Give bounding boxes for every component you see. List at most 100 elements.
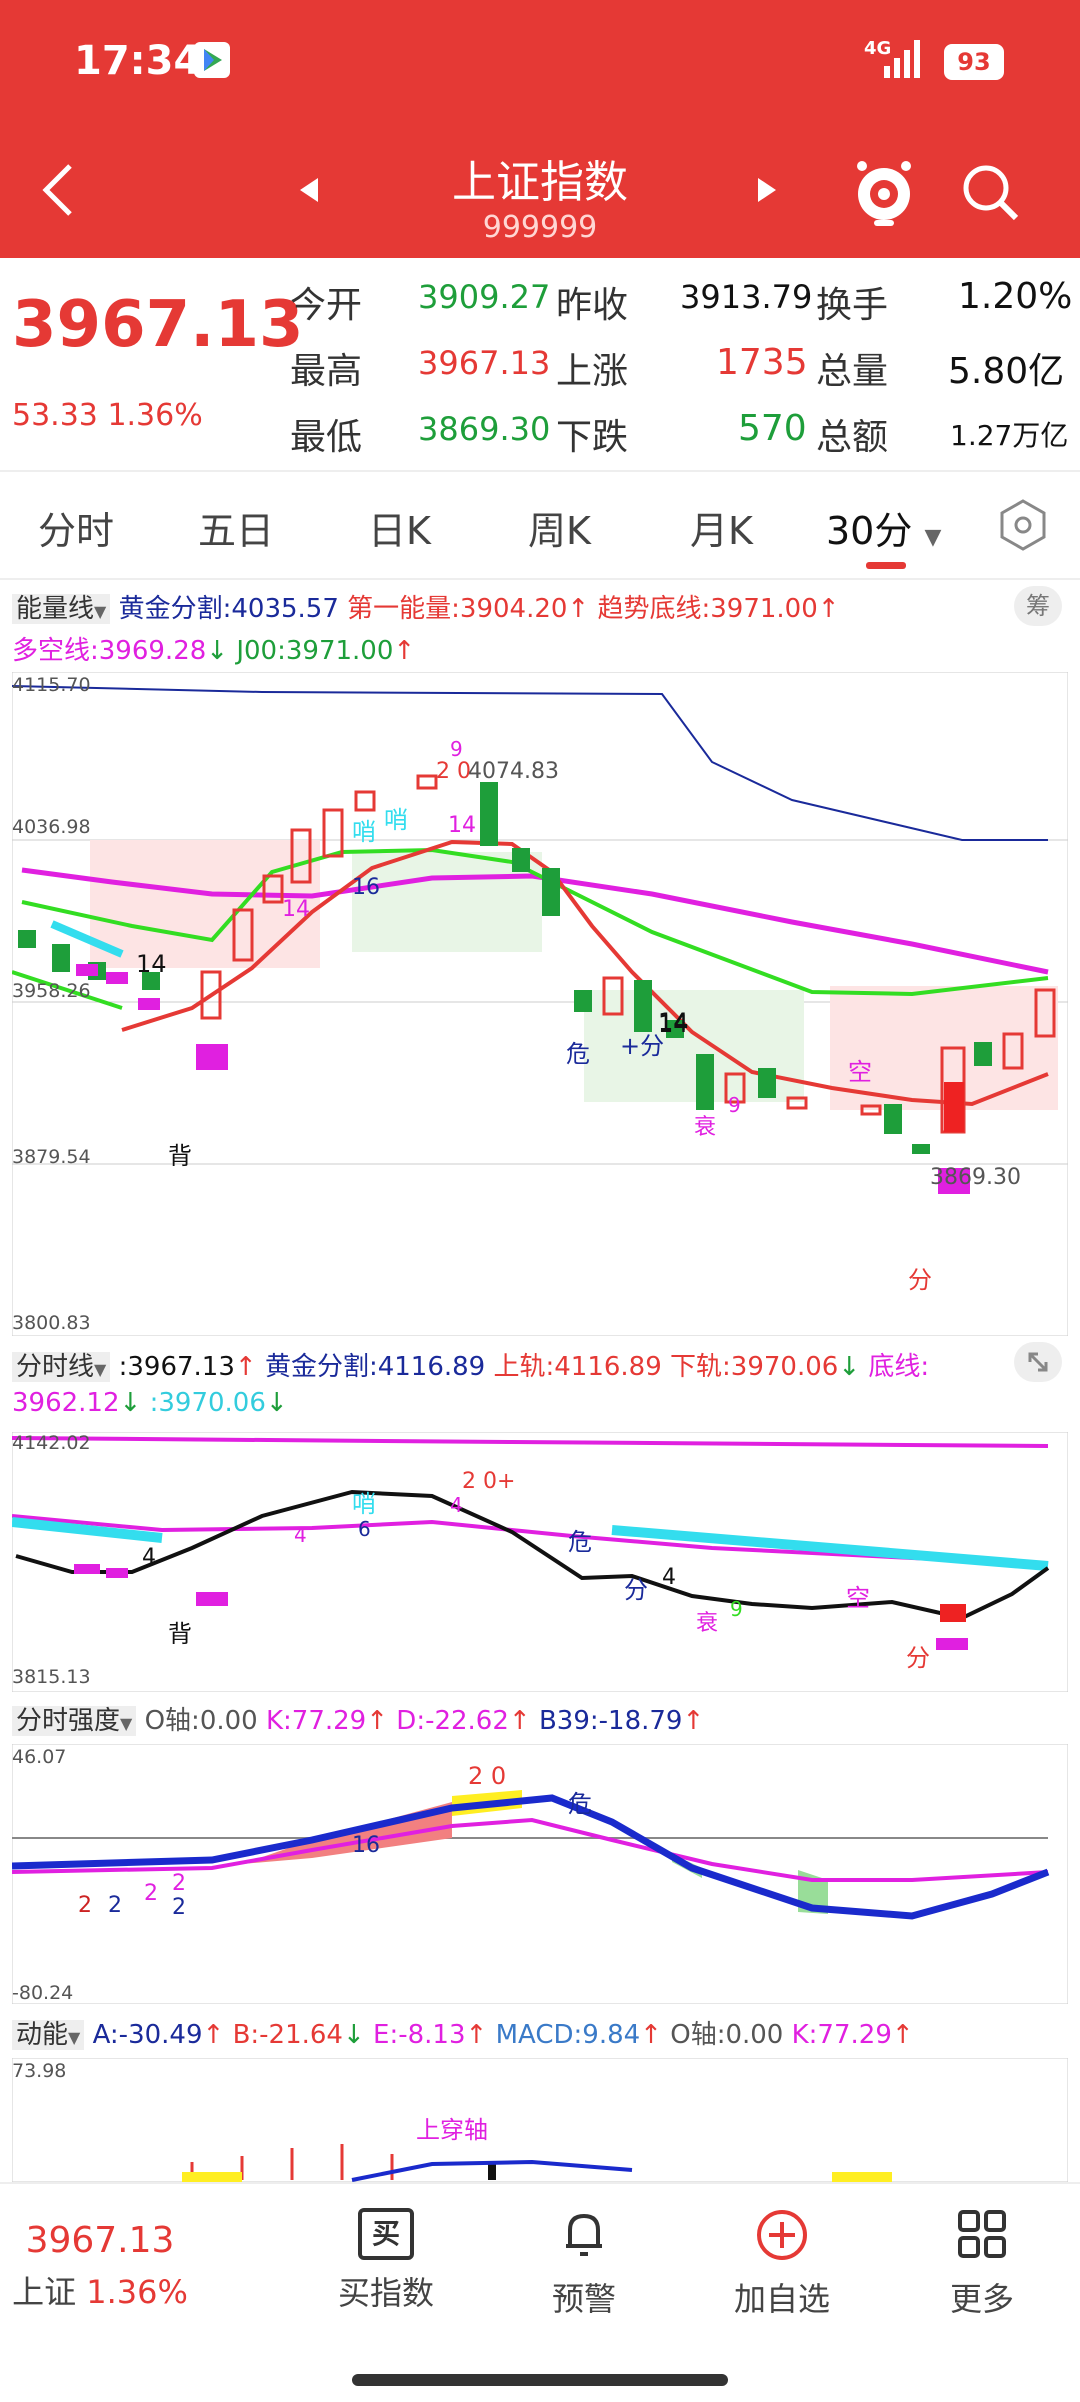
last-price: 3967.13 bbox=[12, 288, 304, 362]
price-change: 53.33 1.36% bbox=[12, 398, 203, 433]
p3-b39-value: B39:-18.79↑ bbox=[538, 1706, 705, 1736]
open-label: 今开 bbox=[290, 285, 363, 326]
open-value: 3909.27 bbox=[418, 278, 551, 316]
panel1-indicator-row1: 能量线▼ 黄金分割:4035.57 第一能量:3904.20↑ 趋势底线:397… bbox=[12, 588, 840, 625]
p1-axis-4: 3800.83 bbox=[12, 1312, 91, 1334]
period-tabs: 分时 五日 日K 周K 月K 30分 ▼ bbox=[0, 478, 1080, 580]
tab-monthly[interactable]: 月K bbox=[690, 509, 753, 553]
search-icon[interactable] bbox=[958, 160, 1022, 224]
prev-close-label: 昨收 bbox=[556, 285, 629, 326]
decliners-value: 570 bbox=[738, 408, 807, 449]
upper-band: 上轨:4116.89 bbox=[493, 1352, 662, 1382]
marker-shuai: 衰 bbox=[694, 1115, 716, 1140]
amount-label: 总额 bbox=[816, 417, 889, 458]
settings-hex-icon[interactable] bbox=[998, 498, 1048, 552]
p3-marker-2b: 2 bbox=[108, 1893, 122, 1918]
p4-b-value: B:-21.64↓ bbox=[232, 2020, 365, 2050]
panel1-indicator-select[interactable]: 能量线▼ bbox=[12, 594, 111, 624]
bottom-index: 上证 1.36% bbox=[12, 2273, 188, 2311]
p2-marker-fen: 分 bbox=[624, 1576, 648, 1604]
title-bar: 17:34 4G 93 上证指数 999999 bbox=[0, 0, 1080, 258]
volume-value: 5.80亿 bbox=[948, 351, 1065, 392]
marker-shao-b: 哨 bbox=[384, 806, 408, 834]
panel2-indicator-select[interactable]: 分时线▼ bbox=[12, 1352, 111, 1382]
p2-marker-kong: 空 bbox=[846, 1584, 870, 1612]
buy-icon: 买 bbox=[358, 2208, 414, 2260]
p3-marker-wei: 危 bbox=[568, 1790, 592, 1818]
tab-weekly[interactable]: 周K bbox=[528, 509, 591, 553]
marker-20: 2 0 bbox=[436, 759, 471, 784]
low-price-label: 3869.30 bbox=[930, 1165, 1021, 1190]
p2-cyan-value: :3970.06↓ bbox=[149, 1388, 288, 1418]
marker-shao-a: 哨 bbox=[352, 818, 376, 846]
duokong-value: 多空线:3969.28↓ bbox=[12, 636, 229, 666]
prev-stock-icon[interactable] bbox=[298, 176, 320, 204]
first-energy-value: 第一能量:3904.20↑ bbox=[347, 594, 590, 624]
p2-marker-4c: 4 bbox=[450, 1493, 463, 1517]
marker-14-c: 14 bbox=[448, 813, 476, 838]
advancers-value: 1735 bbox=[716, 342, 808, 383]
strength-chart[interactable]: 2 2 2 2 2 16 2 0 危 bbox=[12, 1744, 1068, 2004]
momentum-chart[interactable]: 上穿轴 bbox=[12, 2058, 1068, 2182]
p3-o-axis: O轴:0.00 bbox=[144, 1706, 258, 1736]
marker-14-e: 14 bbox=[658, 1010, 689, 1038]
prev-close-value: 3913.79 bbox=[680, 278, 813, 316]
bottom-line-value: 3962.12↓ bbox=[12, 1388, 142, 1418]
marker-bei: 背 bbox=[168, 1142, 192, 1170]
turnover-value: 1.20% bbox=[958, 276, 1073, 317]
trend-bottom-value: 趋势底线:3971.00↑ bbox=[597, 594, 840, 624]
p4-k-value: K:77.29↑ bbox=[791, 2020, 914, 2050]
buy-index-button[interactable]: 买 买指数 bbox=[330, 2208, 442, 2314]
tab-5day[interactable]: 五日 bbox=[198, 509, 275, 553]
signal-icon bbox=[884, 40, 920, 78]
gold-split-value: 黄金分割:4035.57 bbox=[118, 594, 339, 624]
panel4-indicator-row: 动能▼ A:-30.49↑ B:-21.64↓ E:-8.13↑ MACD:9.… bbox=[12, 2014, 914, 2051]
p2-marker-shao: 哨 bbox=[352, 1490, 376, 1518]
p4-macd-value: MACD:9.84↑ bbox=[495, 2020, 662, 2050]
more-button[interactable]: 更多 bbox=[926, 2208, 1038, 2320]
chip-badge[interactable]: 筹 bbox=[1014, 586, 1062, 626]
p2-marker-6: 6 bbox=[358, 1517, 371, 1541]
plus-circle-icon bbox=[757, 2210, 807, 2260]
kline-chart[interactable]: 14 14 14 16 14 背 哨 哨 危 +分 14 空 分 衰 9 2 0… bbox=[12, 672, 1068, 1336]
candlesticks bbox=[18, 774, 1056, 1154]
page-title: 上证指数 bbox=[452, 157, 628, 208]
tab-intraday[interactable]: 分时 bbox=[38, 509, 115, 553]
tab-30min[interactable]: 30分 ▼ bbox=[826, 509, 942, 553]
panel4-indicator-select[interactable]: 动能▼ bbox=[12, 2020, 85, 2050]
p2-marker-fen2: 分 bbox=[906, 1644, 930, 1672]
back-icon[interactable] bbox=[36, 160, 80, 220]
low-label: 最低 bbox=[290, 417, 363, 458]
p1-axis-2: 3958.26 bbox=[12, 980, 91, 1002]
panel3-indicator-select[interactable]: 分时强度▼ bbox=[12, 1706, 137, 1736]
next-stock-icon[interactable] bbox=[756, 176, 778, 204]
alert-button[interactable]: 预警 bbox=[528, 2208, 640, 2320]
marker-16: 16 bbox=[352, 875, 380, 900]
bell-icon bbox=[566, 2213, 602, 2256]
add-watchlist-button[interactable]: 加自选 bbox=[726, 2208, 838, 2320]
high-label: 最高 bbox=[290, 351, 363, 392]
p3-marker-2d: 2 bbox=[172, 1871, 186, 1896]
marker-wei: 危 bbox=[566, 1040, 590, 1068]
p4-marker-cross: 上穿轴 bbox=[416, 2116, 488, 2144]
bottom-action-bar: 3967.13 上证 1.36% 买 买指数 预警 加自选 更多 bbox=[0, 2182, 1080, 2402]
p2-axis-0: 4142.02 bbox=[12, 1432, 91, 1454]
panel3-indicator-row: 分时强度▼ O轴:0.00 K:77.29↑ D:-22.62↑ B39:-18… bbox=[12, 1700, 704, 1737]
home-indicator[interactable] bbox=[352, 2374, 728, 2386]
marker-9-a: 9 bbox=[728, 1093, 741, 1117]
p3-k-value: K:77.29↑ bbox=[265, 1706, 389, 1736]
marker-9-b: 9 bbox=[450, 737, 463, 761]
tab-daily[interactable]: 日K bbox=[368, 509, 431, 553]
marker-fen: 分 bbox=[908, 1266, 932, 1294]
bottom-quote[interactable]: 3967.13 上证 1.36% bbox=[0, 2220, 200, 2313]
p4-o-axis: O轴:0.00 bbox=[670, 2020, 784, 2050]
p3-marker-2e: 2 bbox=[172, 1895, 186, 1920]
lower-band: 下轨:3970.06↓ bbox=[670, 1352, 861, 1382]
expand-icon[interactable] bbox=[1014, 1342, 1062, 1382]
p4-e-value: E:-8.13↑ bbox=[373, 2020, 488, 2050]
p2-marker-4b: 4 bbox=[294, 1523, 307, 1547]
marker-fen-plus: +分 bbox=[620, 1032, 664, 1060]
network-label: 4G bbox=[864, 38, 892, 59]
assistant-robot-icon[interactable] bbox=[852, 158, 916, 228]
intraday-chart[interactable]: 4 背 4 6 哨 4 2 0+ 危 分 4 衰 空 分 9 bbox=[12, 1432, 1068, 1692]
